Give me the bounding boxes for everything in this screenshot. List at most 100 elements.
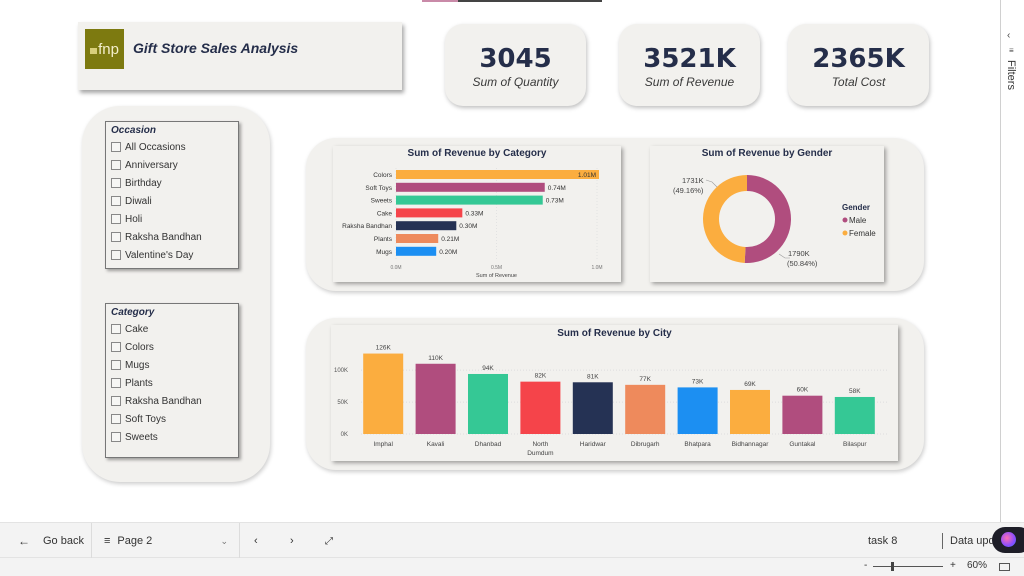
gender-revenue-chart[interactable]: Sum of Revenue by Gender 1790K (50.84%) 17… — [650, 146, 884, 282]
y-tick-label: Cake — [377, 210, 393, 217]
title-card: fnp Gift Store Sales Analysis — [78, 22, 402, 90]
checkbox[interactable] — [111, 214, 121, 224]
checkbox[interactable] — [111, 232, 121, 242]
x-tick-label: Dibrugarh — [631, 441, 660, 448]
fit-to-page-button[interactable]: ⤢ — [325, 523, 333, 559]
checkbox[interactable] — [111, 378, 121, 388]
slicer-item[interactable]: Holi — [106, 210, 238, 228]
data-label: (50.84%) — [787, 259, 818, 268]
y-tick-label: 0K — [341, 432, 348, 438]
page-selector[interactable]: ≡ Page 2 ⌄ — [104, 523, 230, 559]
zoom-out-button[interactable]: - — [864, 560, 868, 571]
checkbox[interactable] — [111, 250, 121, 260]
bar — [396, 170, 600, 179]
occasion-slicer: Occasion All Occasions Anniversary Birthda… — [105, 121, 239, 269]
x-tick-label: Bidhannagar — [732, 441, 770, 448]
checkbox[interactable] — [111, 142, 121, 152]
bar — [520, 381, 561, 434]
y-tick-label: Raksha Bandhan — [342, 223, 392, 230]
legend-label: Male — [849, 216, 867, 225]
collapse-chevron-icon[interactable]: ‹ — [1007, 30, 1011, 41]
slicer-item[interactable]: Raksha Bandhan — [106, 392, 238, 410]
x-tick-label: Kavali — [427, 441, 445, 448]
slicer-item[interactable]: Colors — [106, 338, 238, 356]
bar — [677, 387, 718, 434]
filters-label[interactable]: Filters — [1005, 60, 1017, 90]
slicer-item-label: Anniversary — [125, 159, 178, 171]
slicer-item-label: Diwali — [125, 195, 152, 207]
y-tick-label: Soft Toys — [365, 185, 392, 192]
slicer-item-label: Colors — [125, 341, 154, 353]
slicer-title: Category — [111, 307, 155, 318]
previous-page-button[interactable]: ‹ — [254, 523, 258, 559]
checkbox[interactable] — [111, 324, 121, 334]
data-label: 0.21M — [441, 236, 459, 243]
chart-title: Sum of Revenue by Category — [407, 148, 547, 159]
kpi-card-cost: 2365K Total Cost — [788, 24, 929, 106]
checkbox[interactable] — [111, 196, 121, 206]
bar — [363, 353, 404, 434]
bar — [730, 389, 770, 434]
slicer-item[interactable]: Sweets — [106, 428, 238, 446]
slicer-item-label: Soft Toys — [125, 413, 166, 425]
city-revenue-chart[interactable]: Sum of Revenue by City 0K 50K 100K 126K Imph… — [331, 325, 898, 461]
data-label: 0.74M — [548, 185, 566, 192]
slicer-item[interactable]: Anniversary — [106, 156, 238, 174]
checkbox[interactable] — [111, 160, 121, 170]
filters-pane[interactable]: ‹ ≡ Filters — [1000, 0, 1024, 522]
slicer-item[interactable]: Valentine's Day — [106, 246, 238, 264]
slicer-title: Occasion — [111, 125, 157, 136]
bar — [782, 395, 823, 434]
checkbox[interactable] — [111, 396, 121, 406]
report-title: Gift Store Sales Analysis — [133, 40, 299, 56]
zoom-slider-track[interactable] — [873, 566, 943, 567]
back-arrow-icon: ← — [18, 534, 30, 548]
slicer-item[interactable]: Mugs — [106, 356, 238, 374]
checkbox[interactable] — [111, 414, 121, 424]
kpi-value: 3521K — [643, 44, 736, 74]
y-tick-label: Colors — [373, 172, 393, 179]
data-label: (49.16%) — [673, 186, 704, 195]
chevron-left-icon: ‹ — [254, 535, 258, 547]
slicer-item-label: Raksha Bandhan — [125, 395, 202, 407]
zoom-in-button[interactable]: + — [950, 560, 956, 571]
data-label: 1731K — [682, 176, 704, 185]
x-tick-label: Dumdum — [527, 450, 553, 457]
assistant-button[interactable] — [992, 527, 1024, 553]
data-label: 73K — [692, 378, 704, 385]
slicer-item[interactable]: Birthday — [106, 174, 238, 192]
kpi-label: Sum of Quantity — [472, 75, 559, 89]
fit-screen-icon[interactable] — [999, 563, 1010, 571]
next-page-button[interactable]: › — [290, 523, 294, 559]
fnp-logo: fnp — [85, 29, 124, 69]
x-tick-label: 0.5M — [491, 265, 502, 271]
data-label: 1790K — [788, 249, 810, 258]
y-tick-label: Mugs — [376, 249, 393, 256]
checkbox[interactable] — [111, 342, 121, 352]
go-back-button[interactable]: ← Go back — [18, 523, 84, 559]
bar — [396, 182, 545, 192]
slicer-item-label: Plants — [125, 377, 153, 389]
x-axis-title: Sum of Revenue — [476, 273, 517, 279]
checkbox[interactable] — [111, 432, 121, 442]
bar — [396, 221, 457, 231]
page-list-icon: ≡ — [104, 535, 111, 547]
zoom-slider-thumb[interactable] — [891, 562, 894, 571]
slicer-item-label: Sweets — [125, 431, 158, 443]
slicer-item[interactable]: Plants — [106, 374, 238, 392]
report-canvas: fnp Gift Store Sales Analysis 3045 Sum o… — [78, 0, 929, 482]
slicer-item[interactable]: Raksha Bandhan — [106, 228, 238, 246]
slicer-item[interactable]: All Occasions — [106, 138, 238, 156]
slicer-item[interactable]: Cake — [106, 320, 238, 338]
y-tick-label: Sweets — [371, 198, 393, 205]
chevron-down-icon: ⌄ — [220, 535, 228, 546]
slicer-item[interactable]: Soft Toys — [106, 410, 238, 428]
bar — [396, 195, 543, 205]
checkbox[interactable] — [111, 360, 121, 370]
slicer-item[interactable]: Diwali — [106, 192, 238, 210]
data-label: 82K — [535, 373, 547, 380]
category-revenue-chart[interactable]: Sum of Revenue by Category 0.0M 0.5M 1.0M C… — [333, 146, 621, 282]
data-label: 81K — [587, 373, 599, 380]
checkbox[interactable] — [111, 178, 121, 188]
page-progress-bar — [422, 0, 602, 2]
